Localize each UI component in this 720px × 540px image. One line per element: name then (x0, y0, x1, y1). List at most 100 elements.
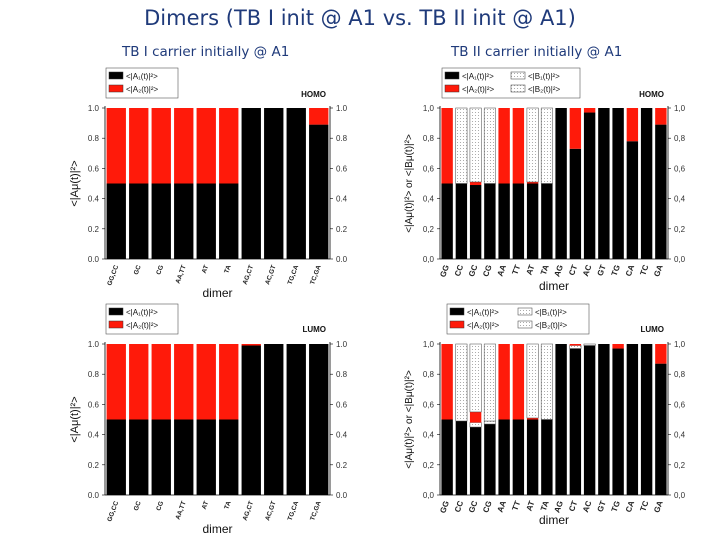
legend-swatch-tb2-homo-3 (510, 84, 526, 93)
bar-tb1-homo-9-s1 (309, 108, 329, 125)
ytick-label-right-4: 0.8 (336, 134, 348, 143)
bar-tb2-lumo-8-s0 (555, 344, 567, 495)
legend-label-tb2-homo-1: <|B₁(t)|²> (528, 72, 560, 81)
bar-tb1-homo-5-s1 (219, 108, 239, 184)
bar-tb1-homo-1-s0 (129, 183, 149, 259)
xtick-tb2-homo-6: AT (525, 264, 537, 277)
bar-tb2-lumo-6-s0 (526, 419, 539, 495)
xtick-tb1-lumo-1: GC (133, 500, 143, 512)
bar-tb2-lumo-0-s2 (441, 344, 453, 420)
legend-label-tb1-homo-1: <|A₂(t)|²> (126, 85, 158, 94)
chart-tb2-homo: GG CC GC CG AA TT AT TA AG CT AC GT TG CA TC GA 0,0 0,0 0,… (404, 67, 686, 293)
bar-tb2-homo-7-s3 (540, 107, 553, 184)
bar-tb2-lumo-7-s3 (540, 343, 553, 420)
xtick-tb2-lumo-9: CT (567, 500, 579, 513)
bar-tb2-homo-6-s2 (526, 181, 539, 184)
legend-swatch-tb2-homo-2 (444, 84, 460, 93)
ytick-label-right-4: 0,8 (674, 370, 686, 379)
legend-label-tb2-lumo-0: <|A₁(t)|²> (467, 308, 499, 317)
bar-tb2-homo-15-s0 (655, 124, 667, 259)
xtick-tb1-homo-4: AT (201, 264, 210, 274)
legend-swatch-tb2-lumo-0 (449, 307, 465, 316)
ytick-label-right-4: 0,8 (674, 134, 686, 143)
bar-tb1-lumo-3-s1 (174, 344, 194, 420)
xtick-tb2-lumo-12: TG (610, 500, 622, 514)
xtick-tb2-lumo-1: CC (453, 499, 465, 513)
bar-tb1-lumo-3-s0 (174, 419, 194, 495)
ytick-label-left-3: 0,6 (423, 400, 435, 409)
ylabel-tb1-homo: <|Aμ(t)|²> (69, 160, 81, 206)
legend-swatch-tb1-lumo-1 (108, 320, 124, 329)
bar-tb2-homo-1-s3 (455, 107, 468, 184)
bar-tb2-lumo-13-s0 (626, 344, 639, 495)
bar-tb2-lumo-1-s3 (455, 343, 468, 422)
bar-tb1-homo-5-s0 (219, 183, 239, 259)
bar-tb2-lumo-7-s0 (541, 419, 553, 495)
bar-tb2-homo-9-s2 (569, 108, 582, 149)
bar-tb2-homo-4-s2 (498, 108, 510, 184)
xtick-tb1-homo-2: CG (155, 264, 165, 276)
bar-tb2-homo-11-s0 (598, 108, 610, 259)
ytick-label-left-2: 0,4 (423, 431, 435, 440)
ytick-label-right-0: 0,0 (674, 491, 686, 500)
ytick-label-left-3: 0.6 (88, 164, 100, 173)
bar-tb1-homo-3-s1 (174, 108, 194, 184)
xtick-tb1-homo-1: GC (133, 264, 143, 276)
bar-tb2-lumo-12-s0 (612, 348, 624, 495)
bar-tb2-lumo-2-s2 (469, 411, 482, 423)
bar-tb2-lumo-14-s0 (640, 344, 653, 495)
ytick-label-right-0: 0.0 (336, 255, 348, 264)
ytick-label-right-3: 0.6 (336, 400, 348, 409)
bar-tb1-homo-2-s1 (151, 108, 171, 184)
ytick-label-right-2: 0.4 (336, 195, 348, 204)
ytick-label-left-5: 1,0 (423, 340, 435, 349)
bar-tb2-lumo-2-s3 (469, 343, 482, 413)
bar-tb2-lumo-15-s0 (655, 363, 667, 495)
ytick-label-left-3: 0.6 (88, 400, 100, 409)
subtitle-tb1: TB I carrier initially @ A1 (122, 44, 290, 60)
xtick-tb2-homo-14: TC (638, 263, 650, 276)
xtick-tb1-lumo-7: AC,GT (264, 500, 278, 521)
main-title: Dimers (TB I init @ A1 vs. TB II init @ … (144, 6, 576, 30)
xtick-tb1-lumo-4: AT (201, 500, 210, 510)
xtick-tb2-lumo-14: TC (638, 499, 650, 512)
bar-tb2-homo-6-s0 (526, 183, 539, 259)
ytick-label-left-5: 1.0 (88, 104, 100, 113)
ylabel-tb2-homo: <|Aμ(t)|²> or <|Bμ(t)|²> (404, 134, 415, 233)
xtick-tb2-homo-4: AA (496, 263, 508, 277)
legend-label-tb2-lumo-1: <|B₁(t)|²> (535, 308, 567, 317)
bar-tb2-homo-3-s0 (484, 183, 496, 259)
bar-tb2-homo-9-s0 (569, 148, 582, 259)
xtick-tb2-lumo-11: GT (596, 499, 608, 513)
ytick-label-left-0: 0,0 (423, 491, 435, 500)
bar-tb1-lumo-9-s0 (309, 344, 329, 495)
bar-tb1-homo-2-s0 (151, 183, 171, 259)
bar-tb1-homo-3-s0 (174, 183, 194, 259)
xtick-tb2-homo-8: AG (552, 264, 565, 278)
xtick-tb2-homo-10: AC (581, 263, 593, 277)
xtick-tb1-homo-7: AC,GT (264, 264, 278, 285)
ytick-label-left-4: 0,8 (423, 370, 435, 379)
ytick-label-left-0: 0.0 (88, 255, 100, 264)
ytick-label-right-2: 0.4 (336, 431, 348, 440)
bar-tb2-homo-4-s0 (498, 183, 510, 259)
bar-tb2-homo-1-s0 (455, 183, 468, 259)
ytick-label-left-5: 1.0 (88, 340, 100, 349)
legend-swatch-tb2-lumo-2 (449, 320, 465, 329)
chart-tb1-homo: GG,CC GC CG AA,TT AT TA AG,CT AC,GT TG,CA TC,GA 0.… (69, 67, 348, 300)
ytick-label-left-3: 0,6 (423, 164, 435, 173)
xtick-tb1-lumo-8: TG,CA (287, 500, 301, 522)
bar-tb1-lumo-1-s1 (129, 344, 149, 420)
legend-swatch-tb2-homo-0 (444, 71, 460, 80)
ytick-label-left-0: 0,0 (423, 255, 435, 264)
xtick-tb2-homo-12: TG (610, 264, 622, 278)
bar-tb2-lumo-3-s1 (483, 420, 496, 425)
legend-swatch-tb2-lumo-1 (517, 307, 533, 316)
xtick-tb1-homo-3: AA,TT (175, 264, 188, 284)
xtick-tb2-homo-5: TT (510, 264, 522, 276)
bar-tb2-homo-3-s3 (483, 107, 496, 184)
subtitle-tb2: TB II carrier initially @ A1 (451, 44, 623, 60)
xtick-tb2-lumo-7: TA (539, 499, 551, 512)
xtick-tb2-homo-15: GA (652, 263, 665, 278)
ytick-label-left-1: 0,2 (423, 461, 435, 470)
